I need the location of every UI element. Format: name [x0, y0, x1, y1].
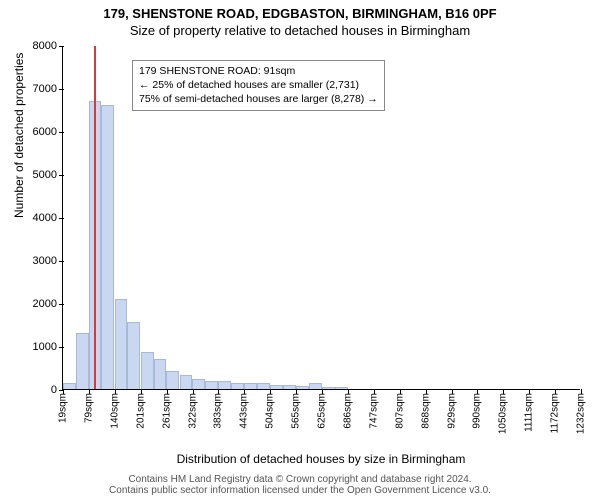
property-size-chart: 179, SHENSTONE ROAD, EDGBASTON, BIRMINGH…: [0, 0, 600, 500]
x-tick-label: 261sqm: [161, 389, 172, 429]
histogram-bar: [127, 322, 140, 389]
x-tick-label: 565sqm: [291, 389, 302, 429]
histogram-bar: [115, 299, 128, 389]
x-tick-label: 443sqm: [239, 389, 250, 429]
x-tick-label: 79sqm: [83, 389, 94, 423]
histogram-bar: [218, 381, 231, 389]
x-tick-label: 686sqm: [342, 389, 353, 429]
x-tick-label: 747sqm: [368, 389, 379, 429]
attribution-footer: Contains HM Land Registry data © Crown c…: [0, 474, 600, 496]
histogram-bar: [205, 381, 218, 389]
x-tick-label: 868sqm: [420, 389, 431, 429]
histogram-bar: [166, 371, 179, 389]
x-tick-label: 201sqm: [135, 389, 146, 429]
x-tick-label: 19sqm: [58, 389, 69, 423]
info-box-larger: 75% of semi-detached houses are larger (…: [139, 92, 378, 106]
y-tick: 7000: [33, 83, 63, 95]
y-tick: 4000: [33, 212, 63, 224]
histogram-bar: [180, 375, 193, 389]
y-tick: 5000: [33, 169, 63, 181]
histogram-bar: [76, 333, 89, 389]
x-tick-label: 504sqm: [265, 389, 276, 429]
y-tick: 2000: [33, 298, 63, 310]
x-tick-label: 322sqm: [187, 389, 198, 429]
y-axis-label: Number of detached properties: [12, 53, 26, 218]
x-tick-label: 1172sqm: [550, 389, 561, 433]
histogram-bar: [192, 379, 205, 389]
x-tick-label: 990sqm: [472, 389, 483, 429]
info-box-property: 179 SHENSTONE ROAD: 91sqm: [139, 64, 378, 78]
footer-line2: Contains public sector information licen…: [0, 485, 600, 496]
info-box-smaller: ← 25% of detached houses are smaller (2,…: [139, 78, 378, 92]
y-tick: 6000: [33, 126, 63, 138]
x-axis-label: Distribution of detached houses by size …: [62, 452, 580, 466]
histogram-bar: [141, 352, 154, 389]
x-tick-label: 1050sqm: [498, 389, 509, 434]
y-tick: 3000: [33, 255, 63, 267]
histogram-bar: [154, 359, 167, 389]
histogram-bar: [101, 105, 114, 389]
x-tick-label: 625sqm: [317, 389, 328, 429]
y-tick: 1000: [33, 341, 63, 353]
x-tick-label: 929sqm: [446, 389, 457, 429]
reference-line: [94, 46, 96, 389]
x-tick-label: 1232sqm: [576, 389, 587, 434]
property-info-box: 179 SHENSTONE ROAD: 91sqm ← 25% of detac…: [132, 60, 385, 111]
plot-area: 010002000300040005000600070008000 19sqm7…: [62, 46, 580, 390]
y-tick: 8000: [33, 40, 63, 52]
x-tick-label: 383sqm: [213, 389, 224, 429]
chart-title-address: 179, SHENSTONE ROAD, EDGBASTON, BIRMINGH…: [0, 0, 600, 21]
x-tick-label: 140sqm: [109, 389, 120, 429]
chart-subtitle: Size of property relative to detached ho…: [0, 21, 600, 38]
footer-line1: Contains HM Land Registry data © Crown c…: [0, 474, 600, 485]
x-tick-label: 807sqm: [394, 389, 405, 429]
x-tick-label: 1111sqm: [524, 389, 535, 432]
